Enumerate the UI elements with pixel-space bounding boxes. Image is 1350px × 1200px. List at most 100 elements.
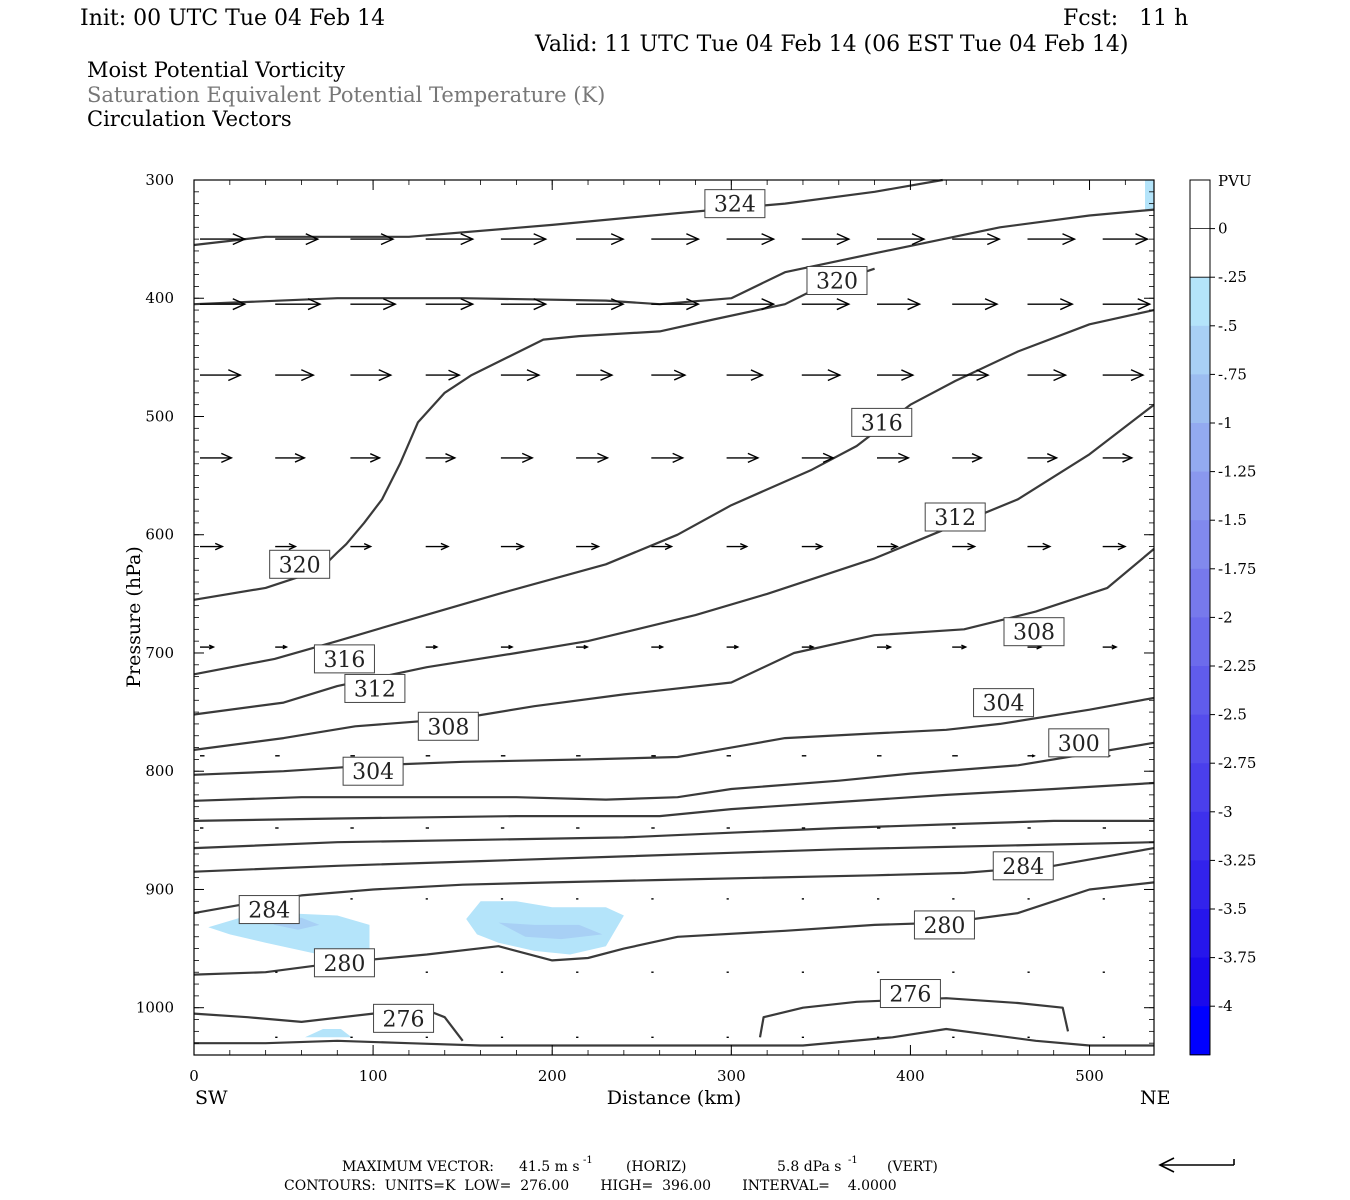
max-vector-horiz-value: 41.5 m s <box>519 1159 580 1175</box>
vector-arrow <box>576 369 614 381</box>
vector-arrow <box>1027 233 1077 246</box>
contour-label: 320 <box>269 549 331 579</box>
svg-text:284: 284 <box>1002 855 1044 880</box>
contour-label: 300 <box>1048 728 1110 758</box>
vector-arrow <box>952 298 999 311</box>
svg-text:300: 300 <box>1058 732 1100 757</box>
vector-arrow <box>500 369 541 382</box>
vector-arrow <box>200 452 234 464</box>
colorbar-swatch <box>1190 228 1210 278</box>
vector-arrow <box>350 543 373 551</box>
vector-arrow <box>952 369 990 381</box>
contour-label: 316 <box>851 407 913 437</box>
contours-info: CONTOURS: UNITS=K LOW= 276.00 HIGH= 396.… <box>284 1178 897 1194</box>
vector-arrow <box>651 298 701 311</box>
contour-line-0 <box>193 178 943 247</box>
contour-label: 284 <box>992 851 1054 881</box>
colorbar-swatch <box>1190 568 1210 618</box>
vector-arrow <box>651 644 665 650</box>
x-tick-label: 100 <box>359 1067 388 1085</box>
svg-text:316: 316 <box>861 411 903 436</box>
pv-shading-layer <box>208 180 1154 1038</box>
contour-label: 312 <box>924 502 986 532</box>
y-tick-label: 1000 <box>136 999 174 1017</box>
vector-arrow <box>576 233 625 246</box>
contour-label: 308 <box>417 711 479 741</box>
x-tick-label: 500 <box>1075 1067 1104 1085</box>
vector-arrow <box>952 644 968 650</box>
colorbar-label: -.5 <box>1218 317 1237 335</box>
vector-arrow <box>500 452 534 464</box>
svg-text:276: 276 <box>383 1007 425 1032</box>
colorbar-swatch <box>1190 1006 1210 1056</box>
contour-label: 312 <box>344 673 406 703</box>
vector-arrow <box>726 644 740 650</box>
colorbar-swatch <box>1190 909 1210 959</box>
valid-time: Valid: 11 UTC Tue 04 Feb 14 (06 EST Tue … <box>534 32 1129 57</box>
vector-arrow <box>1027 542 1052 551</box>
field-title-vectors: Circulation Vectors <box>87 107 292 131</box>
svg-text:304: 304 <box>352 760 394 785</box>
vector-arrow <box>425 298 475 311</box>
vector-arrow <box>877 644 893 650</box>
svg-text:280: 280 <box>923 914 965 939</box>
colorbar-label: -.25 <box>1218 268 1247 286</box>
vector-arrow <box>726 233 776 246</box>
colorbar-swatch <box>1190 423 1210 473</box>
vector-arrow <box>651 369 687 381</box>
contour-label: 304 <box>973 688 1035 718</box>
vector-arrow <box>425 233 475 246</box>
colorbar-label: -4 <box>1218 997 1233 1015</box>
contour-label: 280 <box>913 910 975 940</box>
svg-text:276: 276 <box>889 983 931 1008</box>
vector-arrow <box>275 298 322 311</box>
x-tick-label: 300 <box>717 1067 746 1085</box>
vector-arrow <box>801 543 824 551</box>
colorbar-label: -.75 <box>1218 365 1247 383</box>
colorbar-label: -3.75 <box>1218 949 1256 967</box>
vector-arrow <box>576 452 610 464</box>
colorbar-label: -1.25 <box>1218 463 1256 481</box>
field-title-pv: Moist Potential Vorticity <box>87 58 345 82</box>
svg-text:316: 316 <box>323 648 365 673</box>
contour-line-15 <box>194 1027 1154 1047</box>
contour-label-layer: 324 320 320 316 316 312 312 308 308 304 304 300 284 2… <box>238 189 1110 1033</box>
colorbar-label: -1.75 <box>1218 560 1256 578</box>
pv-region-5 <box>1145 180 1154 210</box>
svg-text:320: 320 <box>279 553 321 578</box>
y-tick-label: 400 <box>145 289 174 307</box>
vector-arrow <box>877 452 911 464</box>
colorbar-label: -1.5 <box>1218 511 1247 529</box>
colorbar-label: -2 <box>1218 608 1233 626</box>
vector-arrow <box>1102 453 1134 463</box>
contour-line-1 <box>193 208 1155 306</box>
svg-text:312: 312 <box>934 506 976 531</box>
colorbar-swatch <box>1190 471 1210 521</box>
colorbar-swatch <box>1190 374 1210 424</box>
svg-text:324: 324 <box>714 193 756 218</box>
colorbar: PVU 0 -.25 -.5 -.75 -1 -1.25 -1.5 -1.75 -2 -2.25 -2… <box>1189 172 1256 1056</box>
vector-arrow <box>651 543 674 551</box>
x-tick-label: 400 <box>896 1067 925 1085</box>
contour-label: 280 <box>313 948 375 978</box>
colorbar-label: 0 <box>1218 220 1228 238</box>
colorbar-swatch <box>1190 520 1210 570</box>
colorbar-swatch <box>1190 617 1210 667</box>
contour-label: 316 <box>313 644 375 674</box>
vector-arrow <box>1027 453 1059 463</box>
vector-arrow <box>1102 233 1150 246</box>
vector-layer <box>200 233 1152 1039</box>
reference-vector-arrow <box>1158 1157 1235 1173</box>
colorbar-label: -2.75 <box>1218 754 1256 772</box>
vector-arrow <box>801 233 851 246</box>
colorbar-swatch <box>1190 277 1210 327</box>
vector-arrow <box>952 453 984 463</box>
horiz-exponent: -1 <box>583 1155 593 1166</box>
vector-arrow <box>952 542 977 551</box>
pv-region-3 <box>498 922 603 940</box>
contour-label: 320 <box>806 266 868 296</box>
vector-arrow <box>952 233 1001 246</box>
vector-arrow <box>275 233 320 246</box>
colorbar-label: -3 <box>1218 803 1233 821</box>
field-title-theta-es: Saturation Equivalent Potential Temperat… <box>87 83 605 107</box>
